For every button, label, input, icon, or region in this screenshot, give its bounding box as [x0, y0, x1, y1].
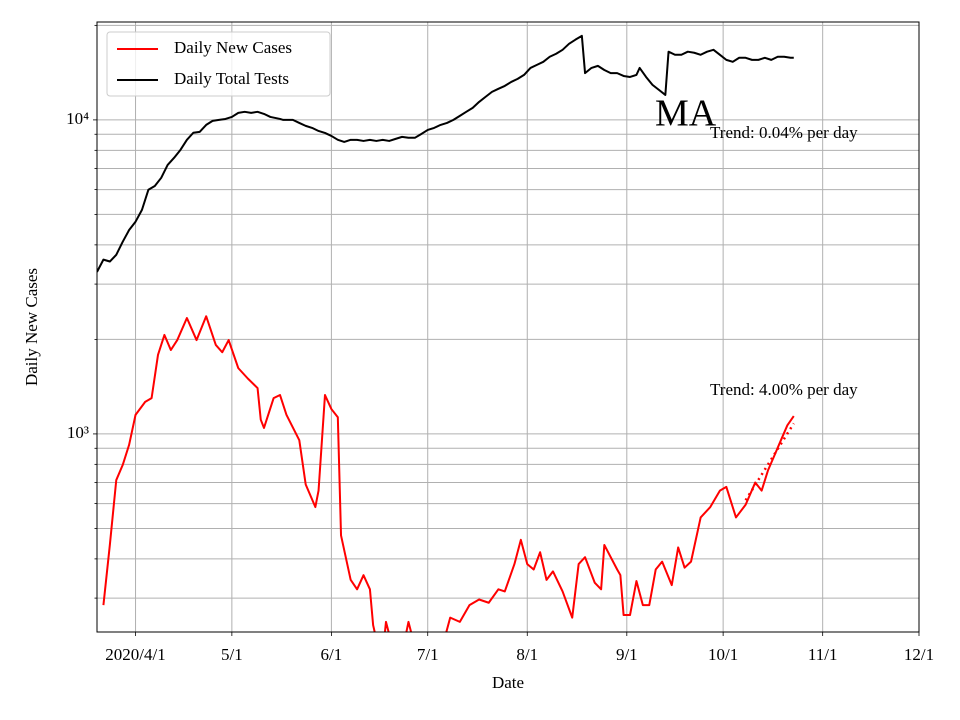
- plot-area: [97, 34, 795, 632]
- x-tick-label: 8/1: [516, 645, 538, 664]
- y-tick-label: 10³: [67, 423, 89, 442]
- x-tick-label: 2020/4/1: [105, 645, 165, 664]
- series-line: [102, 315, 795, 632]
- x-tick-label: 9/1: [616, 645, 638, 664]
- y-axis-label: Daily New Cases: [22, 268, 41, 386]
- y-tick-label: 10⁴: [66, 109, 89, 128]
- x-axis-label: Date: [492, 673, 524, 692]
- x-tick-label: 10/1: [708, 645, 738, 664]
- x-tick-label: 7/1: [417, 645, 439, 664]
- x-tick-label: 5/1: [221, 645, 243, 664]
- annotation: Trend: 0.04% per day: [710, 123, 858, 142]
- x-tick-label: 11/1: [808, 645, 838, 664]
- series-line: [97, 34, 794, 273]
- legend-label: Daily Total Tests: [174, 69, 289, 88]
- annotation: Trend: 4.00% per day: [710, 380, 858, 399]
- x-tick-label: 6/1: [321, 645, 343, 664]
- legend-label: Daily New Cases: [174, 38, 292, 57]
- annotation: MA: [655, 93, 717, 135]
- trend-line: [744, 422, 795, 501]
- legend-box: [106, 31, 331, 97]
- plot-frame: [96, 21, 920, 633]
- x-tick-label: 12/1: [904, 645, 934, 664]
